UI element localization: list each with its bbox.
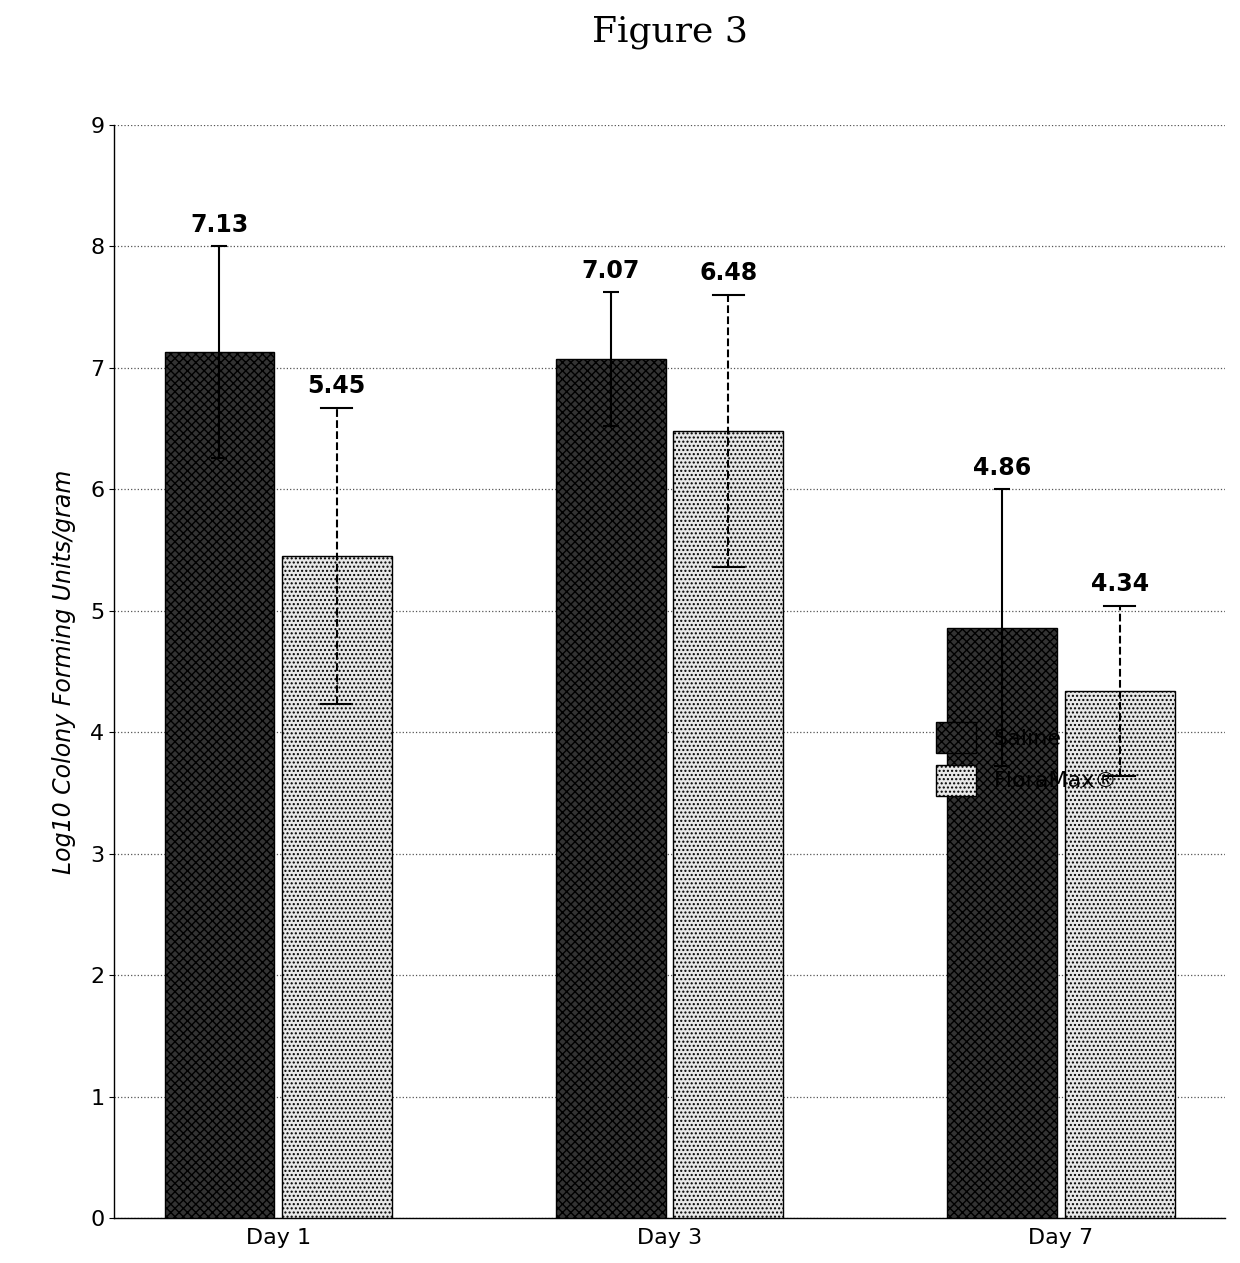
Bar [1065,691,1174,1219]
Bar [556,359,666,1219]
Title: Figure 3: Figure 3 [591,15,748,49]
Text: 7.13: 7.13 [190,212,248,236]
Bar [281,556,392,1219]
Legend: Saline, FloraMax®: Saline, FloraMax® [925,711,1128,807]
Text: 4.34: 4.34 [1091,572,1148,596]
Y-axis label: Log10 Colony Forming Units/gram: Log10 Colony Forming Units/gram [52,470,76,874]
Text: 5.45: 5.45 [308,374,366,398]
Text: 4.86: 4.86 [973,456,1032,480]
Bar [947,628,1056,1219]
Bar [673,431,782,1219]
Text: 7.07: 7.07 [582,259,640,283]
Text: 6.48: 6.48 [699,261,758,285]
Bar [165,352,274,1219]
